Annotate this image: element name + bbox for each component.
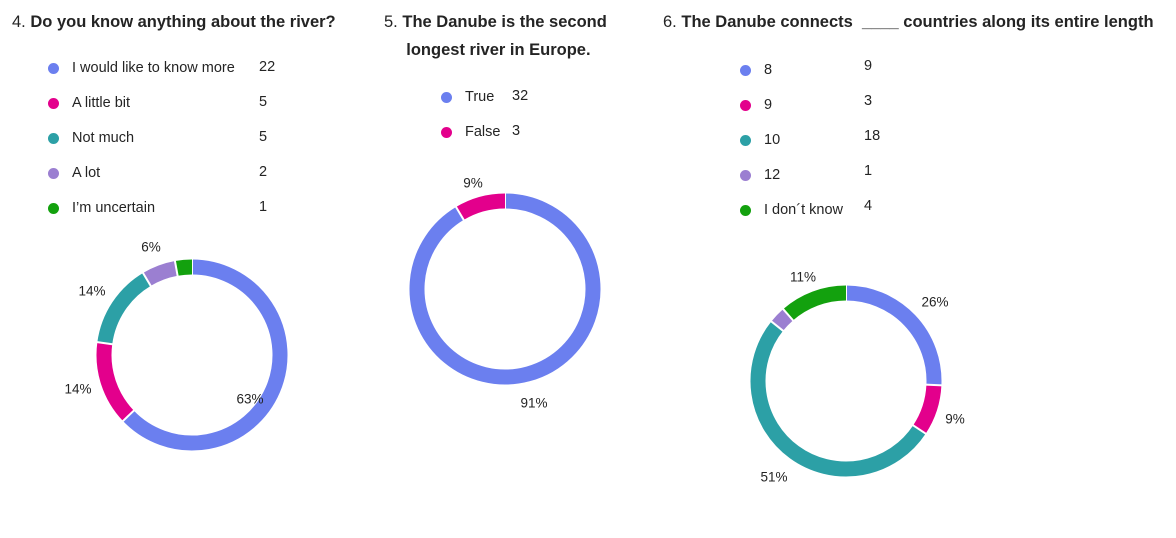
donut-slice-i-would-like-to-know-more [122,259,288,451]
slice-separator [769,320,785,333]
legend-label: 8 [764,62,773,78]
legend-dot-icon [48,133,59,144]
question-6-text: The Danube connects ____ countries along… [681,13,1154,31]
legend-label: I’m uncertain [72,200,156,216]
percent-label: 11% [790,270,816,285]
donut-slice-10 [750,321,926,477]
percent-label: 14% [64,382,91,397]
legend-dot-icon [740,65,751,76]
legend-label: A lot [72,165,101,181]
legend-label: Not much [72,130,135,146]
slice-separator [911,423,928,435]
question-4-text: Do you know anything about the river? [30,13,336,31]
legend-dot-icon [740,205,751,216]
legend-dot-icon [441,127,452,138]
legend-dot-icon [740,135,751,146]
donut-slice-8 [845,285,942,386]
legend-count: 1 [864,163,873,179]
question-5-text-line1: The Danube is the second [402,13,607,31]
legend-label: 10 [764,132,781,148]
legend-count: 3 [864,93,873,109]
legend-label: False [465,124,501,140]
question-4-number: 4. [12,13,26,31]
legend-count: 3 [512,123,521,139]
percent-label: 14% [78,284,105,299]
question-6-title: 6. The Danube connects ____ countries al… [663,8,1154,36]
question-4-title: 4. Do you know anything about the river? [12,8,336,36]
percent-label: 9% [463,176,483,191]
legend-dot-icon [48,203,59,214]
donut-slice-9 [913,384,942,434]
legend-dot-icon [48,98,59,109]
legend-count: 4 [864,198,873,214]
legend-dot-icon [740,100,751,111]
slice-separator [925,383,943,387]
legend-count: 5 [259,129,268,145]
legend-dot-icon [48,168,59,179]
slice-separator [96,341,114,346]
legend-label: True [465,89,495,105]
donut-slice-12 [771,309,794,331]
legend-label: 12 [764,167,781,183]
slice-separator [173,259,179,277]
donut-slice-not-much [97,273,151,345]
slice-separator [781,307,795,322]
slice-separator [141,271,153,288]
percent-label: 6% [141,240,161,255]
slice-separator [121,409,136,423]
legend-count: 18 [864,128,881,144]
legend-count: 32 [512,88,529,104]
percent-label: 51% [760,470,787,485]
legend-label: 9 [764,97,773,113]
legend-count: 5 [259,94,268,110]
donut-slice-i-don-t-know [783,285,847,321]
legend-count: 9 [864,58,873,74]
legend-dot-icon [48,63,59,74]
donut-slice-a-little-bit [96,342,134,421]
question-5-number: 5. [384,13,398,31]
legend-dot-icon [740,170,751,181]
percent-label: 63% [236,392,263,407]
slice-separator [454,205,466,222]
question-6-number: 6. [663,13,677,31]
donut-slice-false [456,193,506,221]
donut-slice-a-lot [143,261,178,287]
legend-count: 1 [259,199,268,215]
question-5-text-line2: longest river in Europe. [406,41,591,59]
question-5-title: 5. The Danube is the second longest rive… [384,8,607,64]
percent-label: 91% [520,396,547,411]
legend-label: I don´t know [764,202,843,218]
percent-label: 9% [945,412,965,427]
legend-count: 2 [259,164,268,180]
donut-slice-true [409,193,601,385]
legend-count: 22 [259,59,276,75]
legend-label: A little bit [72,95,131,111]
percent-label: 26% [921,295,948,310]
legend-label: I would like to know more [72,60,235,76]
legend-dot-icon [441,92,452,103]
